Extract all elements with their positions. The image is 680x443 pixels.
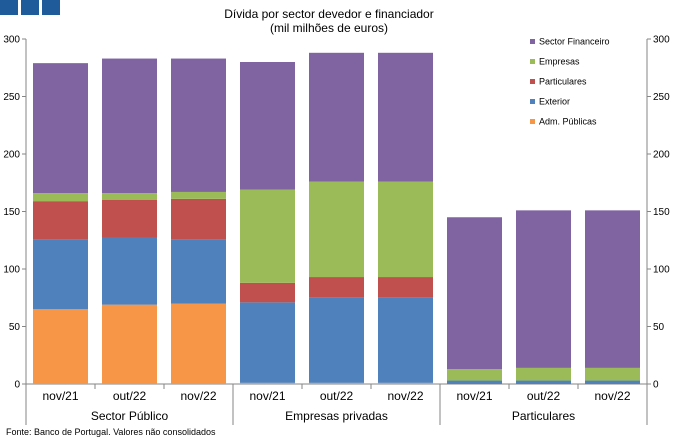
x-tick-label: nov/22 bbox=[180, 389, 216, 403]
legend-label: Adm. Públicas bbox=[539, 117, 597, 127]
bar-segment-empresas bbox=[447, 369, 502, 381]
bar-segment-adm-p-blicas bbox=[102, 304, 157, 384]
group-label: Empresas privadas bbox=[285, 409, 388, 423]
logo-square-3 bbox=[42, 0, 60, 15]
group-label: Particulares bbox=[512, 409, 575, 423]
bar-segment-sector-financeiro bbox=[309, 52, 364, 182]
bar-segment-empresas bbox=[516, 367, 571, 381]
x-tick-label: out/22 bbox=[527, 389, 561, 403]
group-label: Sector Público bbox=[91, 409, 169, 423]
bar-segment-sector-financeiro bbox=[240, 62, 295, 190]
bar-segment-sector-financeiro bbox=[102, 58, 157, 194]
x-tick-label: nov/21 bbox=[249, 389, 285, 403]
bar-segment-adm-p-blicas bbox=[33, 309, 88, 384]
legend-swatch bbox=[530, 59, 535, 64]
legend-label: Empresas bbox=[539, 57, 580, 67]
y-tick-label-right: 200 bbox=[653, 150, 670, 161]
bar-segment-particulares bbox=[378, 277, 433, 298]
y-tick-label-left: 50 bbox=[9, 322, 21, 333]
bar-segment-exterior bbox=[102, 237, 157, 305]
legend-label: Exterior bbox=[539, 97, 570, 107]
bar-segment-particulares bbox=[33, 201, 88, 240]
source-note: Fonte: Banco de Portugal. Valores não co… bbox=[6, 427, 216, 437]
bar-segment-empresas bbox=[171, 191, 226, 199]
x-tick-label: nov/22 bbox=[387, 389, 423, 403]
bar-segment-exterior bbox=[585, 380, 640, 384]
bar-segment-exterior bbox=[309, 297, 364, 383]
x-tick-label: nov/22 bbox=[594, 389, 630, 403]
bar-segment-exterior bbox=[516, 380, 571, 384]
bar-segment-particulares bbox=[309, 277, 364, 298]
bar-segment-exterior bbox=[447, 380, 502, 384]
bar-segment-sector-financeiro bbox=[447, 217, 502, 370]
y-tick-label-left: 300 bbox=[3, 35, 20, 46]
bar-segment-exterior bbox=[240, 302, 295, 383]
y-tick-label-right: 50 bbox=[653, 322, 665, 333]
bar-segment-sector-financeiro bbox=[378, 52, 433, 182]
bar-segment-sector-financeiro bbox=[585, 210, 640, 368]
bar-segment-empresas bbox=[585, 367, 640, 381]
legend-swatch bbox=[530, 119, 535, 124]
y-tick-label-left: 150 bbox=[3, 207, 20, 218]
chart: Dívida por sector devedor e financiador … bbox=[3, 7, 670, 425]
bar-segment-particulares bbox=[102, 200, 157, 238]
bar-segment-adm-p-blicas bbox=[171, 303, 226, 384]
y-tick-label-right: 300 bbox=[653, 35, 670, 46]
chart-title: Dívida por sector devedor e financiador bbox=[224, 7, 433, 21]
bar-segment-particulares bbox=[240, 282, 295, 303]
legend-swatch bbox=[530, 79, 535, 84]
bar-segment-sector-financeiro bbox=[516, 210, 571, 368]
x-tick-label: nov/21 bbox=[42, 389, 78, 403]
y-tick-label-left: 200 bbox=[3, 150, 20, 161]
bar-segment-adm-p-blicas bbox=[378, 382, 433, 384]
bar-segment-empresas bbox=[378, 181, 433, 278]
y-tick-label-left: 250 bbox=[3, 92, 20, 103]
bar-segment-empresas bbox=[33, 193, 88, 202]
legend-label: Particulares bbox=[539, 77, 587, 87]
legend-swatch bbox=[530, 39, 535, 44]
bar-segment-empresas bbox=[240, 189, 295, 283]
bar-segment-adm-p-blicas bbox=[309, 382, 364, 384]
chart-subtitle: (mil milhões de euros) bbox=[270, 21, 388, 35]
bar-segment-exterior bbox=[33, 239, 88, 310]
bar-segment-empresas bbox=[309, 181, 364, 278]
y-tick-label-right: 100 bbox=[653, 265, 670, 276]
x-tick-label: out/22 bbox=[113, 389, 147, 403]
bar-segment-particulares bbox=[171, 198, 226, 240]
x-tick-label: out/22 bbox=[320, 389, 354, 403]
y-tick-label-right: 0 bbox=[653, 380, 659, 391]
y-tick-label-left: 100 bbox=[3, 265, 20, 276]
legend-swatch bbox=[530, 99, 535, 104]
logo-square-2 bbox=[21, 0, 39, 15]
logo-square-1 bbox=[0, 0, 18, 15]
x-tick-label: nov/21 bbox=[456, 389, 492, 403]
bar-segment-exterior bbox=[378, 297, 433, 383]
y-tick-label-left: 0 bbox=[14, 380, 20, 391]
bar-segment-sector-financeiro bbox=[33, 63, 88, 194]
legend-label: Sector Financeiro bbox=[539, 37, 610, 47]
y-tick-label-right: 250 bbox=[653, 92, 670, 103]
bar-segment-exterior bbox=[171, 239, 226, 304]
bar-segment-empresas bbox=[102, 193, 157, 200]
bar-segment-adm-p-blicas bbox=[240, 382, 295, 384]
y-tick-label-right: 150 bbox=[653, 207, 670, 218]
bar-segment-sector-financeiro bbox=[171, 58, 226, 192]
